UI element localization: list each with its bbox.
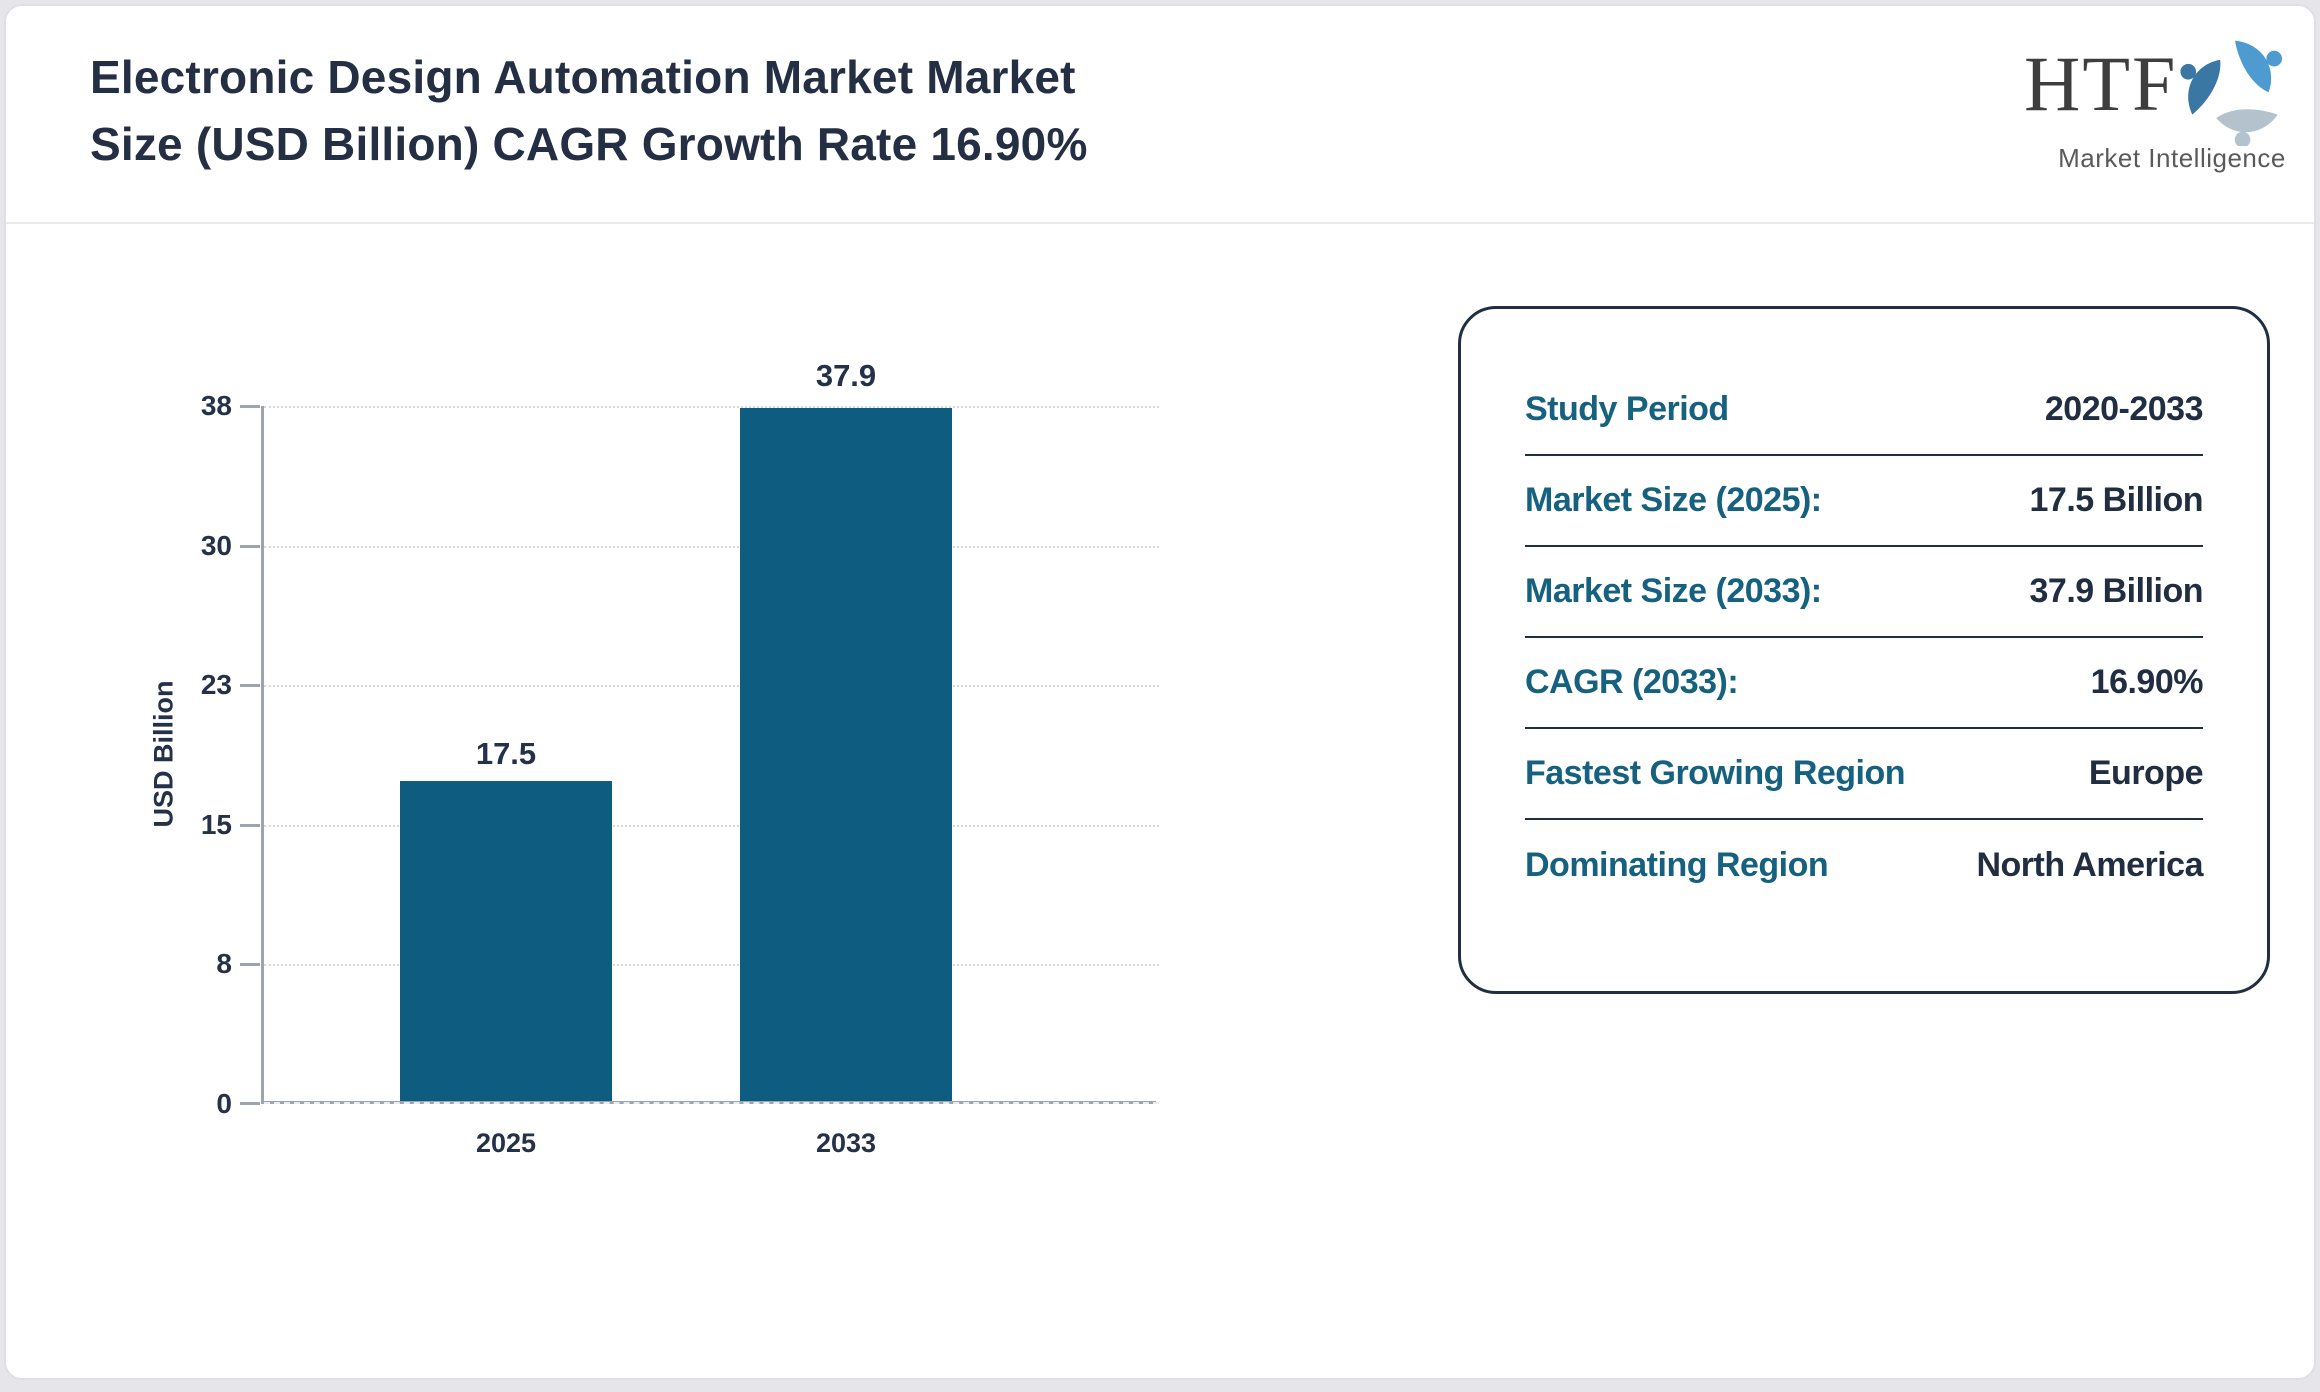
y-tick-mark <box>240 545 260 548</box>
bar-chart-plot-area: 38 30 23 15 8 0 17.5 37.9 2025 2033 <box>201 358 1159 1158</box>
page-title: Electronic Design Automation Market Mark… <box>90 44 1088 178</box>
report-page: Electronic Design Automation Market Mark… <box>4 4 2316 1380</box>
x-tick-label-2033: 2033 <box>815 1128 877 1158</box>
summary-row-market-size-2025: Market Size (2025): 17.5 Billion <box>1525 456 2203 547</box>
y-tick-mark <box>240 684 260 687</box>
summary-row-fastest-growing-region: Fastest Growing Region Europe <box>1525 729 2204 820</box>
summary-value: North America <box>1976 846 2203 884</box>
y-tick-mark <box>240 1102 260 1105</box>
gridline-15 <box>264 825 1159 827</box>
summary-row-market-size-2033: Market Size (2033): 37.9 Billion <box>1525 547 2203 638</box>
summary-label: Dominating Region <box>1525 846 1829 884</box>
y-tick-label: 15 <box>200 809 232 840</box>
summary-label: Study Period <box>1525 390 1729 428</box>
summary-row-cagr: CAGR (2033): 16.90% <box>1525 638 2204 729</box>
htf-logo: HTF Market Inte <box>2024 32 2314 174</box>
x-tick-label-2025: 2025 <box>475 1128 537 1158</box>
page-title-line2: Size (USD Billion) CAGR Growth Rate 16.9… <box>90 118 1088 170</box>
htf-logo-text: HTF <box>2024 40 2178 127</box>
y-tick-mark <box>240 405 260 408</box>
gridline-30 <box>264 546 1159 548</box>
gridline-38 <box>264 406 1159 408</box>
summary-label: Market Size (2033): <box>1525 572 1822 610</box>
summary-value: 2020-2033 <box>2044 390 2204 428</box>
summary-value: Europe <box>2088 754 2204 792</box>
summary-label: Fastest Growing Region <box>1525 754 1906 792</box>
y-tick-label: 8 <box>216 948 232 979</box>
summary-label: CAGR (2033): <box>1525 663 1739 701</box>
y-tick-label: 23 <box>200 669 232 700</box>
summary-value: 17.5 Billion <box>2029 481 2204 519</box>
header-divider <box>6 222 2314 224</box>
market-summary-card: Study Period 2020-2033 Market Size (2025… <box>1458 306 2270 994</box>
gridline-8 <box>264 964 1159 966</box>
summary-value: 16.90% <box>2090 663 2204 701</box>
htf-logo-tagline: Market Intelligence <box>2058 143 2286 173</box>
summary-label: Market Size (2025): <box>1525 481 1822 519</box>
bar-2033 <box>740 407 952 1101</box>
bar-value-2025: 17.5 <box>475 736 537 771</box>
y-tick-label: 0 <box>216 1088 232 1119</box>
y-tick-label: 30 <box>200 530 232 561</box>
bar-2025 <box>400 780 612 1101</box>
htf-swirl-icon <box>2179 34 2291 151</box>
page-title-line1: Electronic Design Automation Market Mark… <box>90 51 1076 103</box>
summary-row-study-period: Study Period 2020-2033 <box>1525 365 2204 456</box>
gridline-23 <box>264 685 1159 687</box>
y-tick-mark <box>240 824 260 827</box>
gridline-0 <box>264 1102 1159 1104</box>
y-tick-label: 38 <box>200 390 232 421</box>
y-tick-mark <box>240 963 260 966</box>
bar-value-2033: 37.9 <box>815 358 877 393</box>
summary-row-dominating-region: Dominating Region North America <box>1525 820 2203 911</box>
summary-value: 37.9 Billion <box>2029 572 2204 610</box>
